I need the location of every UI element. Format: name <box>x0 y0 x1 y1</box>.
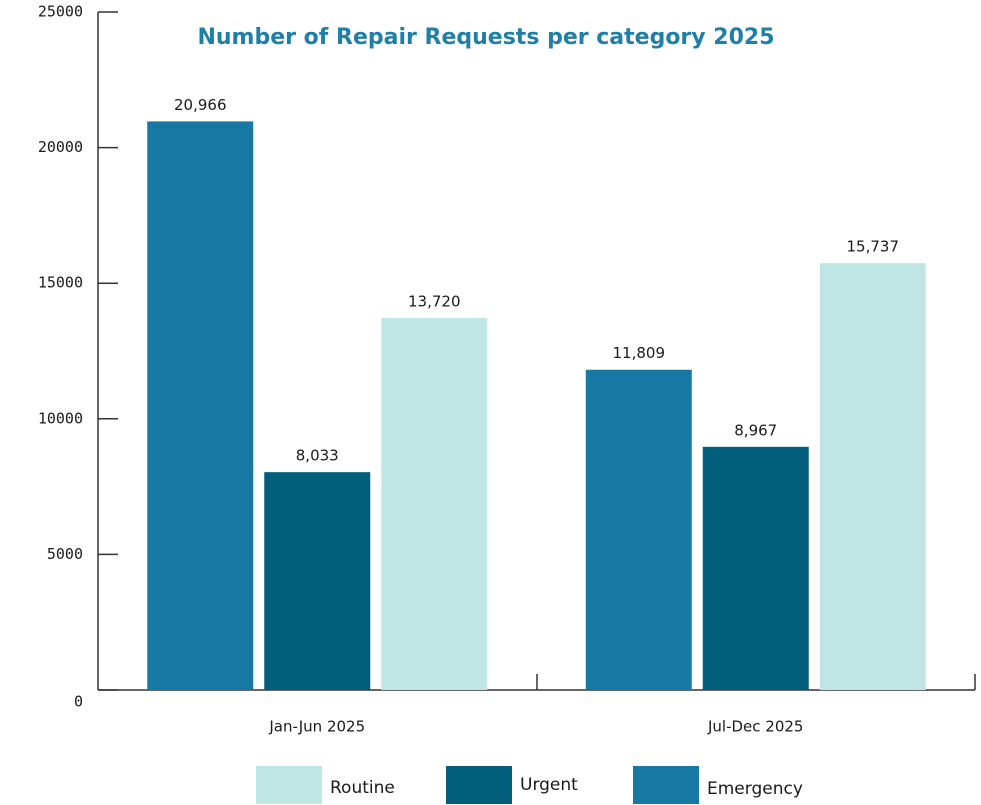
y-tick-label: 15000 <box>38 274 83 292</box>
bar <box>819 263 926 690</box>
y-tick-label: 25000 <box>38 3 83 21</box>
legend-label: Urgent <box>520 775 578 795</box>
x-tick-label: Jul-Dec 2025 <box>707 718 803 736</box>
chart-title: Number of Repair Requests per category 2… <box>197 25 774 50</box>
data-label: 15,737 <box>847 238 900 256</box>
y-tick-label: 0 <box>74 693 83 711</box>
legend-label: Emergency <box>707 779 803 799</box>
bar <box>381 317 488 690</box>
legend-label: Routine <box>330 778 395 798</box>
y-tick-label: 5000 <box>47 545 83 563</box>
data-label: 8,033 <box>296 447 339 465</box>
x-tick-label: Jan-Jun 2025 <box>268 718 365 736</box>
legend-swatch <box>446 766 512 804</box>
bar <box>702 446 809 690</box>
data-label: 13,720 <box>408 292 461 310</box>
bar <box>585 369 692 690</box>
data-label: 8,967 <box>734 421 777 439</box>
y-tick-label: 10000 <box>38 409 83 427</box>
legend-swatch <box>256 766 322 804</box>
data-label: 20,966 <box>174 96 227 114</box>
legend-swatch <box>633 766 699 804</box>
bar <box>147 121 254 690</box>
data-label: 11,809 <box>613 344 666 362</box>
y-tick-label: 20000 <box>38 138 83 156</box>
bar <box>264 472 371 690</box>
